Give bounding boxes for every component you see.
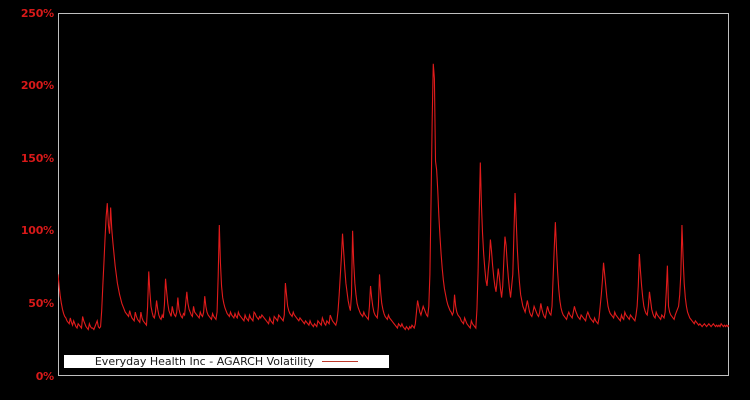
y-axis-tick-200pct: 200% xyxy=(20,79,54,93)
plot-area-frame xyxy=(58,13,729,376)
y-axis-tick-100pct: 100% xyxy=(20,224,54,238)
y-axis-tick-50pct: 50% xyxy=(28,296,54,310)
chart-legend: Everyday Health Inc - AGARCH Volatility xyxy=(64,355,389,368)
y-axis-tick-0pct: 0% xyxy=(35,369,54,383)
y-axis-tick-labels: 0% 50% 100% 150% 200% 250% xyxy=(0,0,54,400)
legend-series-label: Everyday Health Inc - AGARCH Volatility xyxy=(94,355,315,368)
y-axis-tick-150pct: 150% xyxy=(20,151,54,165)
legend-line-swatch xyxy=(322,361,359,362)
y-axis-tick-250pct: 250% xyxy=(20,6,54,20)
volatility-line-plot xyxy=(58,63,729,331)
agarch-volatility-series xyxy=(58,63,729,331)
